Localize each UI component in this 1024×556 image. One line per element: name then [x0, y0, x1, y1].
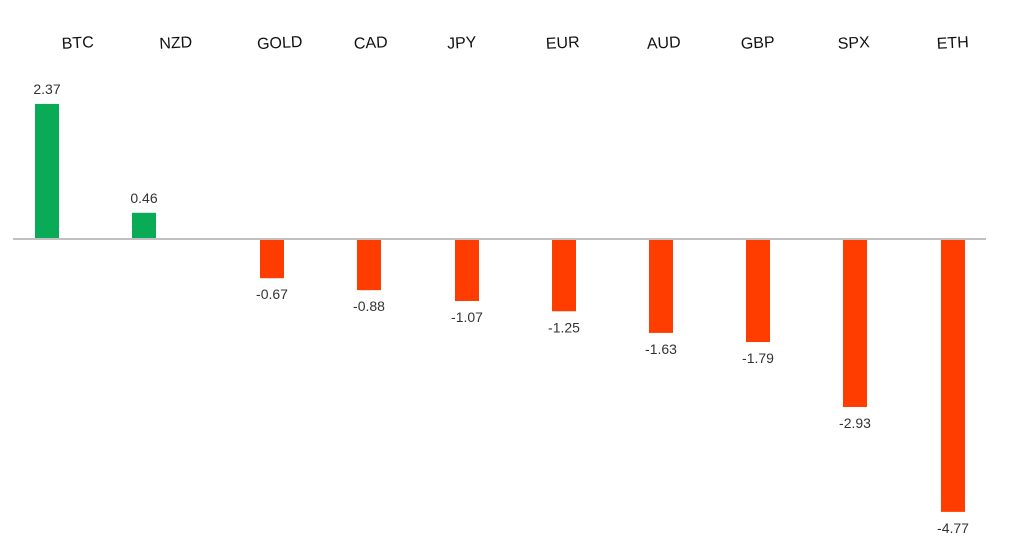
bar-eth: [941, 240, 965, 512]
value-label: 0.46: [130, 190, 157, 206]
value-label: -0.67: [256, 286, 288, 302]
category-label: CAD: [353, 34, 388, 53]
bar-eur: [552, 240, 576, 312]
value-label: -1.07: [451, 309, 483, 325]
value-label: -1.79: [742, 350, 774, 366]
category-label: JPY: [447, 34, 478, 53]
value-label: -1.25: [548, 319, 580, 335]
bar-nzd: [132, 212, 156, 239]
bar-spx: [843, 240, 867, 408]
category-label: ETH: [936, 34, 969, 53]
value-label: 2.37: [33, 81, 60, 97]
bar-aud: [649, 240, 673, 333]
value-label: -1.63: [645, 341, 677, 357]
category-label: NZD: [159, 34, 193, 53]
value-label: -2.93: [839, 415, 871, 431]
category-label: GBP: [740, 34, 775, 53]
category-label: SPX: [837, 34, 870, 53]
bar-btc: [35, 103, 59, 239]
category-label: EUR: [545, 34, 580, 53]
category-label: GOLD: [257, 34, 303, 53]
category-label: BTC: [61, 34, 94, 53]
category-label: AUD: [646, 34, 681, 53]
bar-gbp: [746, 240, 770, 343]
bar-cad: [357, 240, 381, 291]
value-label: -4.77: [937, 520, 969, 536]
bar-jpy: [455, 240, 479, 301]
bar-gold: [260, 240, 284, 279]
value-label: -0.88: [353, 298, 385, 314]
